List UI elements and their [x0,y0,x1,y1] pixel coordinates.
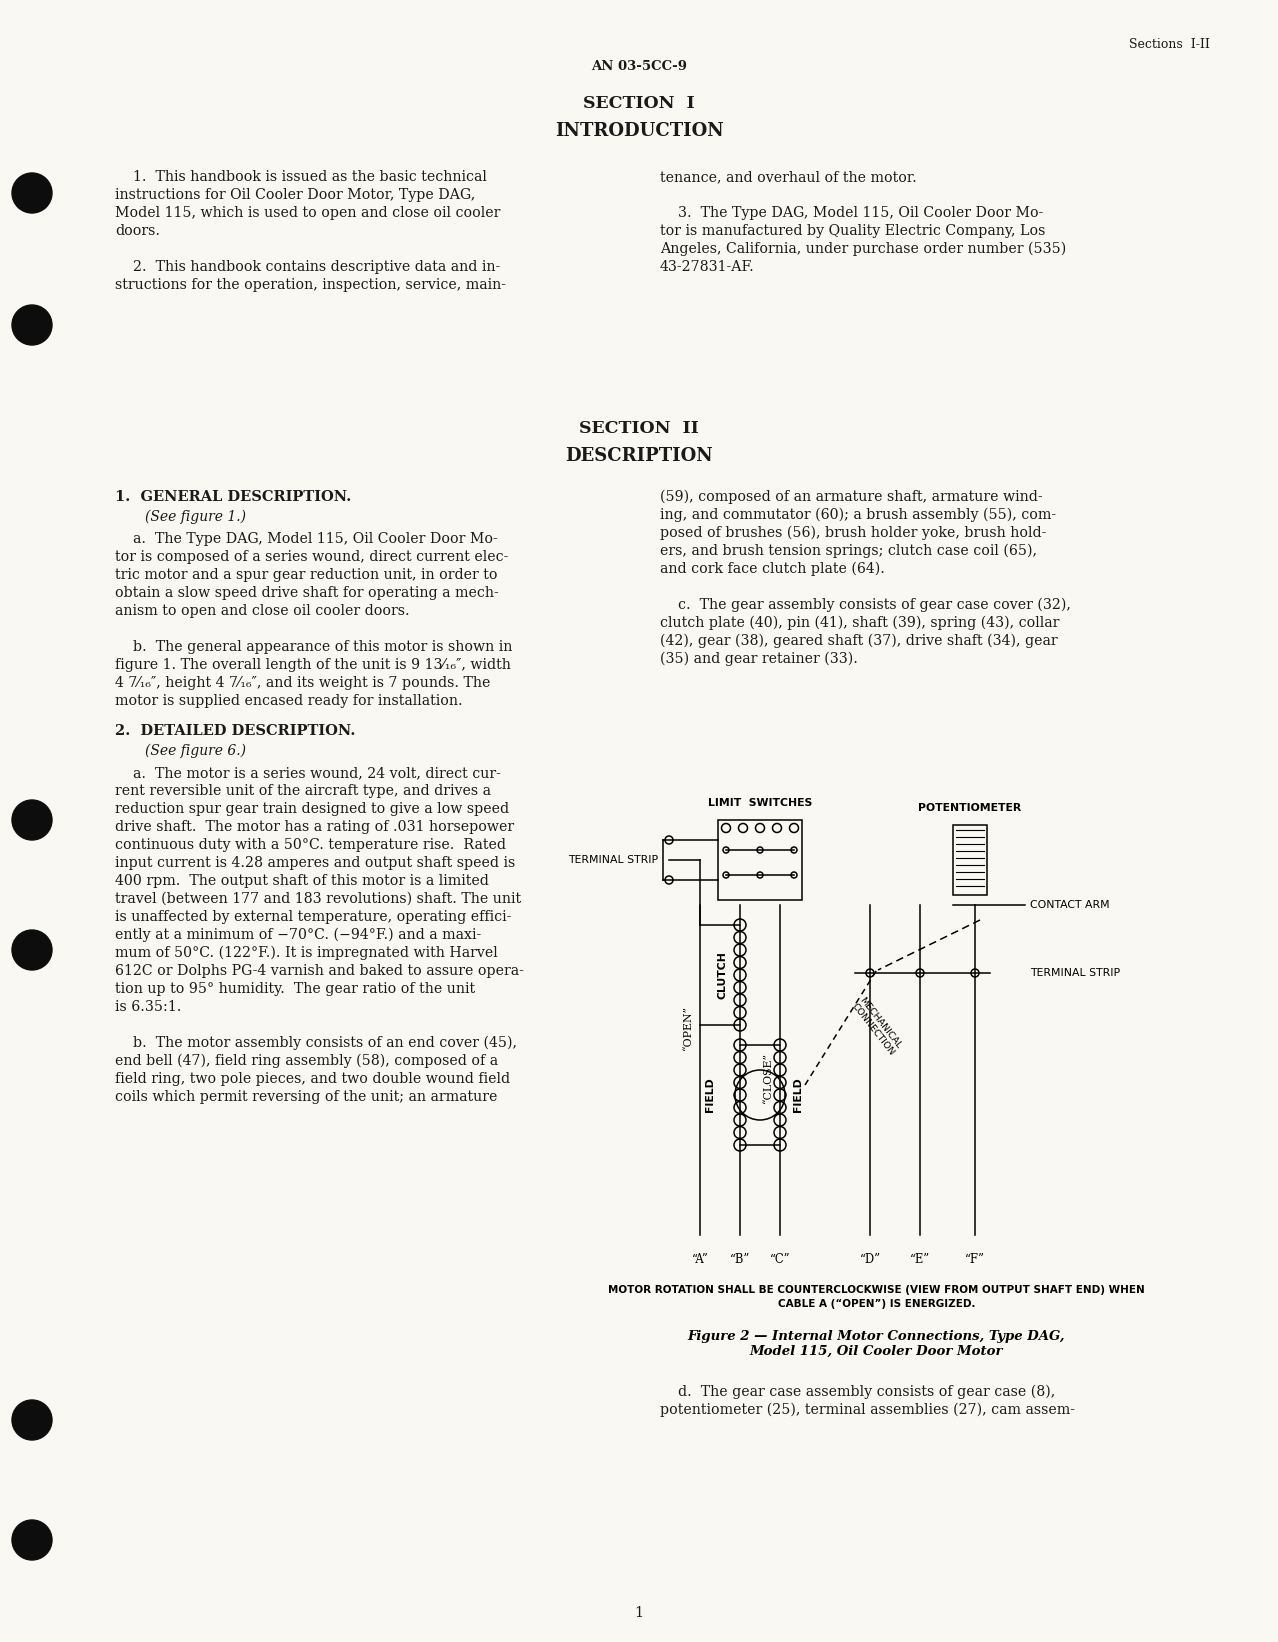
Text: CABLE A (“OPEN”) IS ENERGIZED.: CABLE A (“OPEN”) IS ENERGIZED. [778,1299,975,1309]
Text: tion up to 95° humidity.  The gear ratio of the unit: tion up to 95° humidity. The gear ratio … [115,982,475,997]
Text: CONTACT ARM: CONTACT ARM [1030,900,1109,910]
Text: 1: 1 [634,1606,644,1621]
Text: “A”: “A” [691,1253,708,1266]
Text: input current is 4.28 amperes and output shaft speed is: input current is 4.28 amperes and output… [115,855,515,870]
Text: field ring, two pole pieces, and two double wound field: field ring, two pole pieces, and two dou… [115,1072,510,1085]
Text: 612C or Dolphs PG-4 varnish and baked to assure opera-: 612C or Dolphs PG-4 varnish and baked to… [115,964,524,979]
Text: b.  The motor assembly consists of an end cover (45),: b. The motor assembly consists of an end… [115,1036,518,1051]
Text: tor is manufactured by Quality Electric Company, Los: tor is manufactured by Quality Electric … [659,223,1045,238]
Text: 400 rpm.  The output shaft of this motor is a limited: 400 rpm. The output shaft of this motor … [115,874,489,888]
Bar [953,824,987,895]
Text: (See figure 6.): (See figure 6.) [144,744,245,759]
Text: figure 1. The overall length of the unit is 9 13⁄₁₆″, width: figure 1. The overall length of the unit… [115,658,511,672]
Text: “C”: “C” [769,1253,790,1266]
Text: (35) and gear retainer (33).: (35) and gear retainer (33). [659,652,858,667]
Text: AN 03-5CC-9: AN 03-5CC-9 [590,61,688,72]
Text: end bell (47), field ring assembly (58), composed of a: end bell (47), field ring assembly (58),… [115,1054,498,1069]
Text: MECHANICAL
CONNECTION: MECHANICAL CONNECTION [850,995,904,1057]
Text: ing, and commutator (60); a brush assembly (55), com-: ing, and commutator (60); a brush assemb… [659,507,1056,522]
Text: instructions for Oil Cooler Door Motor, Type DAG,: instructions for Oil Cooler Door Motor, … [115,187,475,202]
Text: 2.  This handbook contains descriptive data and in-: 2. This handbook contains descriptive da… [115,259,500,274]
Text: reduction spur gear train designed to give a low speed: reduction spur gear train designed to gi… [115,801,509,816]
Circle shape [12,1401,52,1440]
Text: structions for the operation, inspection, service, main-: structions for the operation, inspection… [115,277,506,292]
Text: (59), composed of an armature shaft, armature wind-: (59), composed of an armature shaft, arm… [659,489,1043,504]
Circle shape [12,929,52,970]
Text: and cork face clutch plate (64).: and cork face clutch plate (64). [659,562,884,576]
Text: 43-27831-AF.: 43-27831-AF. [659,259,755,274]
Text: SECTION  I: SECTION I [583,95,695,112]
Text: a.  The motor is a series wound, 24 volt, direct cur-: a. The motor is a series wound, 24 volt,… [115,767,501,780]
Text: “E”: “E” [910,1253,930,1266]
Text: POTENTIOMETER: POTENTIOMETER [919,803,1021,813]
Text: ers, and brush tension springs; clutch case coil (65),: ers, and brush tension springs; clutch c… [659,544,1036,558]
Bar [718,819,803,900]
Circle shape [12,172,52,213]
Text: travel (between 177 and 183 revolutions) shaft. The unit: travel (between 177 and 183 revolutions)… [115,892,521,906]
Text: coils which permit reversing of the unit; an armature: coils which permit reversing of the unit… [115,1090,497,1103]
Text: SECTION  II: SECTION II [579,420,699,437]
Circle shape [12,1520,52,1560]
Text: CLUTCH: CLUTCH [717,951,727,998]
Text: Sections  I-II: Sections I-II [1130,38,1210,51]
Text: a.  The Type DAG, Model 115, Oil Cooler Door Mo-: a. The Type DAG, Model 115, Oil Cooler D… [115,532,497,547]
Text: c.  The gear assembly consists of gear case cover (32),: c. The gear assembly consists of gear ca… [659,598,1071,612]
Text: FIELD: FIELD [794,1077,803,1112]
Text: obtain a slow speed drive shaft for operating a mech-: obtain a slow speed drive shaft for oper… [115,586,498,599]
Text: tor is composed of a series wound, direct current elec-: tor is composed of a series wound, direc… [115,550,509,563]
Text: LIMIT  SWITCHES: LIMIT SWITCHES [708,798,812,808]
Text: continuous duty with a 50°C. temperature rise.  Rated: continuous duty with a 50°C. temperature… [115,837,506,852]
Text: is 6.35:1.: is 6.35:1. [115,1000,181,1015]
Circle shape [12,800,52,841]
Text: d.  The gear case assembly consists of gear case (8),: d. The gear case assembly consists of ge… [659,1384,1056,1399]
Text: TERMINAL STRIP: TERMINAL STRIP [1030,969,1120,979]
Text: 2.  DETAILED DESCRIPTION.: 2. DETAILED DESCRIPTION. [115,724,355,737]
Text: 4 7⁄₁₆″, height 4 7⁄₁₆″, and its weight is 7 pounds. The: 4 7⁄₁₆″, height 4 7⁄₁₆″, and its weight … [115,677,491,690]
Text: 1.  GENERAL DESCRIPTION.: 1. GENERAL DESCRIPTION. [115,489,351,504]
Text: tenance, and overhaul of the motor.: tenance, and overhaul of the motor. [659,171,916,184]
Text: “D”: “D” [860,1253,881,1266]
Text: INTRODUCTION: INTRODUCTION [555,122,723,140]
Text: motor is supplied encased ready for installation.: motor is supplied encased ready for inst… [115,695,463,708]
Text: (See figure 1.): (See figure 1.) [144,511,245,524]
Text: drive shaft.  The motor has a rating of .031 horsepower: drive shaft. The motor has a rating of .… [115,819,514,834]
Text: TERMINAL STRIP: TERMINAL STRIP [567,855,658,865]
Circle shape [12,305,52,345]
Text: doors.: doors. [115,223,160,238]
Text: (42), gear (38), geared shaft (37), drive shaft (34), gear: (42), gear (38), geared shaft (37), driv… [659,634,1058,649]
Text: “B”: “B” [730,1253,750,1266]
Text: ently at a minimum of −70°C. (−94°F.) and a maxi-: ently at a minimum of −70°C. (−94°F.) an… [115,928,482,943]
Text: rent reversible unit of the aircraft type, and drives a: rent reversible unit of the aircraft typ… [115,783,491,798]
Text: DESCRIPTION: DESCRIPTION [565,447,713,465]
Text: tric motor and a spur gear reduction unit, in order to: tric motor and a spur gear reduction uni… [115,568,497,581]
Text: “F”: “F” [965,1253,985,1266]
Text: 3.  The Type DAG, Model 115, Oil Cooler Door Mo-: 3. The Type DAG, Model 115, Oil Cooler D… [659,205,1043,220]
Text: “CLOSE”: “CLOSE” [763,1053,773,1103]
Text: Angeles, California, under purchase order number (535): Angeles, California, under purchase orde… [659,241,1066,256]
Text: Figure 2 — Internal Motor Connections, Type DAG,
Model 115, Oil Cooler Door Moto: Figure 2 — Internal Motor Connections, T… [688,1330,1066,1358]
Text: Model 115, which is used to open and close oil cooler: Model 115, which is used to open and clo… [115,205,501,220]
Text: 1.  This handbook is issued as the basic technical: 1. This handbook is issued as the basic … [115,171,487,184]
Text: anism to open and close oil cooler doors.: anism to open and close oil cooler doors… [115,604,410,617]
Text: b.  The general appearance of this motor is shown in: b. The general appearance of this motor … [115,640,512,654]
Text: mum of 50°C. (122°F.). It is impregnated with Harvel: mum of 50°C. (122°F.). It is impregnated… [115,946,497,961]
Text: FIELD: FIELD [705,1077,714,1112]
Text: clutch plate (40), pin (41), shaft (39), spring (43), collar: clutch plate (40), pin (41), shaft (39),… [659,616,1059,631]
Text: MOTOR ROTATION SHALL BE COUNTERCLOCKWISE (VIEW FROM OUTPUT SHAFT END) WHEN: MOTOR ROTATION SHALL BE COUNTERCLOCKWISE… [608,1286,1145,1296]
Text: “OPEN”: “OPEN” [682,1005,693,1049]
Text: is unaffected by external temperature, operating effici-: is unaffected by external temperature, o… [115,910,511,924]
Text: posed of brushes (56), brush holder yoke, brush hold-: posed of brushes (56), brush holder yoke… [659,525,1047,540]
Text: potentiometer (25), terminal assemblies (27), cam assem-: potentiometer (25), terminal assemblies … [659,1402,1075,1417]
